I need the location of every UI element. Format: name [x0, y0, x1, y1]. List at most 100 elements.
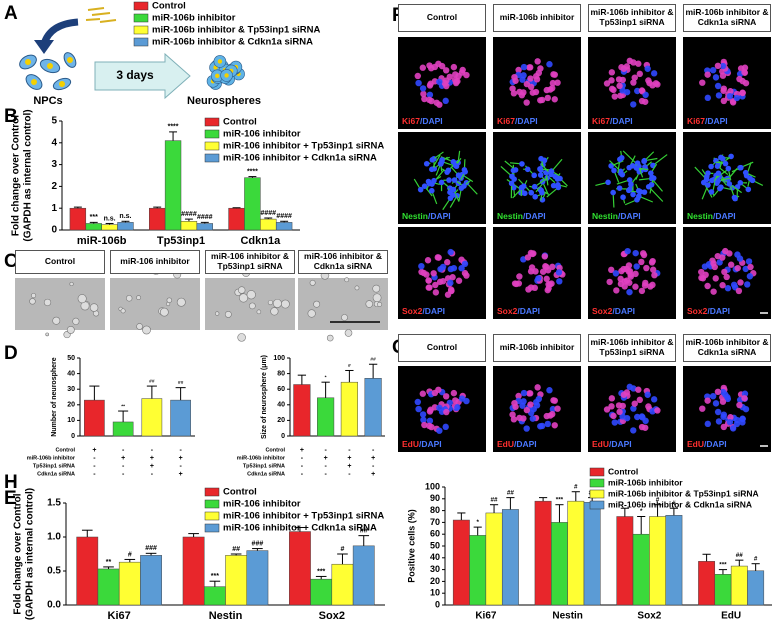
stain-marker: EdU [402, 439, 419, 449]
condition-sign: - [151, 471, 154, 478]
nucleus [423, 271, 430, 278]
nucleus [709, 392, 717, 400]
nucleus [533, 402, 541, 409]
nucleus [712, 400, 720, 407]
bar [551, 522, 568, 606]
panel-letter: C [4, 251, 18, 272]
nucleus [556, 278, 563, 285]
nucleus [520, 398, 527, 405]
nucleus [425, 284, 432, 291]
significance-label: *** [317, 568, 325, 575]
legend-label: miR-106 inhibitor [223, 499, 301, 510]
stain-marker: EdU [592, 439, 609, 449]
y-tick-label: 40 [277, 402, 285, 409]
nucleus [515, 392, 522, 400]
nucleus [523, 99, 530, 106]
nucleus [714, 408, 722, 416]
nucleus [698, 274, 705, 282]
nucleus [641, 158, 647, 165]
start-label: NPCs [33, 95, 62, 107]
nucleus [621, 283, 628, 290]
stain-label: EdU/DAPI [592, 439, 632, 449]
nucleus [735, 287, 743, 295]
condition-name: Tp53inp1 siRNA [33, 463, 75, 469]
stain-counterstain: /DAPI [612, 306, 635, 316]
stain-label: Sox2/DAPI [402, 306, 445, 316]
bar [469, 535, 487, 606]
nucleus [523, 406, 531, 414]
error-bar [751, 563, 760, 571]
nucleus [414, 72, 421, 80]
y-tick-label: 0 [51, 225, 57, 236]
error-bar [297, 374, 307, 385]
nucleus [608, 403, 615, 410]
error-bar [368, 363, 378, 379]
nucleus [526, 390, 534, 397]
nucleus [546, 61, 553, 68]
condition-sign: + [300, 447, 304, 454]
legend-label: Control [223, 487, 257, 498]
y-tick-label: 50 [67, 355, 75, 362]
significance-label: # [128, 551, 132, 558]
significance-label: **** [247, 168, 258, 175]
significance-label: ### [145, 545, 157, 552]
micrograph-bg [683, 366, 771, 452]
y-tick-label: 1 [51, 203, 57, 214]
nucleus [630, 427, 637, 434]
nucleus [638, 97, 646, 105]
legend-label: miR-106 inhibitor + Tp53inp1 siRNA [223, 511, 384, 522]
condition-name: Cdkn1a siRNA [247, 471, 285, 477]
nucleus [620, 65, 628, 72]
significance-label: *** [211, 573, 219, 580]
condition-name: miR-106b inhibitor [27, 455, 76, 461]
nucleus [555, 182, 561, 188]
nucleus [719, 62, 727, 70]
error-bar [315, 575, 327, 580]
legend-label: Control [223, 117, 257, 128]
arrow-head [34, 40, 54, 54]
nucleus [608, 77, 615, 84]
nucleus [461, 260, 469, 268]
bf-cell [72, 317, 80, 325]
nucleus [606, 278, 613, 286]
significance-label: #### [276, 213, 292, 220]
stain-counterstain: /DAPI [420, 116, 443, 126]
micrograph [588, 37, 676, 129]
nucleus [532, 193, 538, 200]
legend-swatch [589, 478, 605, 488]
nucleus [439, 263, 447, 271]
stain-label: Nestin/DAPI [687, 211, 736, 221]
nucleus [414, 398, 421, 406]
micrograph [683, 132, 771, 224]
bar [714, 574, 732, 606]
nucleus [648, 181, 655, 188]
condition-sign: - [372, 463, 375, 470]
bf-cell [166, 297, 173, 303]
bar [665, 515, 683, 606]
bar [698, 561, 716, 606]
nucleus [726, 418, 734, 426]
bar [170, 399, 191, 437]
legend-swatch [133, 13, 149, 23]
nucleus [710, 260, 717, 267]
bf-cell [120, 308, 126, 314]
nucleus [533, 76, 541, 83]
nucleus [528, 189, 535, 196]
bar [567, 500, 585, 606]
y-tick-label: 40 [430, 552, 440, 562]
nucleus [722, 247, 729, 255]
nucleus [626, 187, 632, 194]
micrograph-bg [398, 227, 486, 319]
error-bar [457, 512, 466, 521]
nucleus [537, 423, 544, 430]
error-bar [294, 526, 306, 532]
nucleus [654, 407, 661, 414]
nucleus [642, 279, 649, 287]
nucleus [520, 72, 527, 79]
y-tick-label: 0.0 [47, 600, 61, 611]
nucleus [632, 270, 639, 278]
micrograph [398, 37, 486, 129]
nucleus [709, 66, 717, 74]
micrograph-bg [493, 366, 581, 452]
legend-label: miR-106b inhibitor & Cdkn1a siRNA [608, 499, 752, 509]
